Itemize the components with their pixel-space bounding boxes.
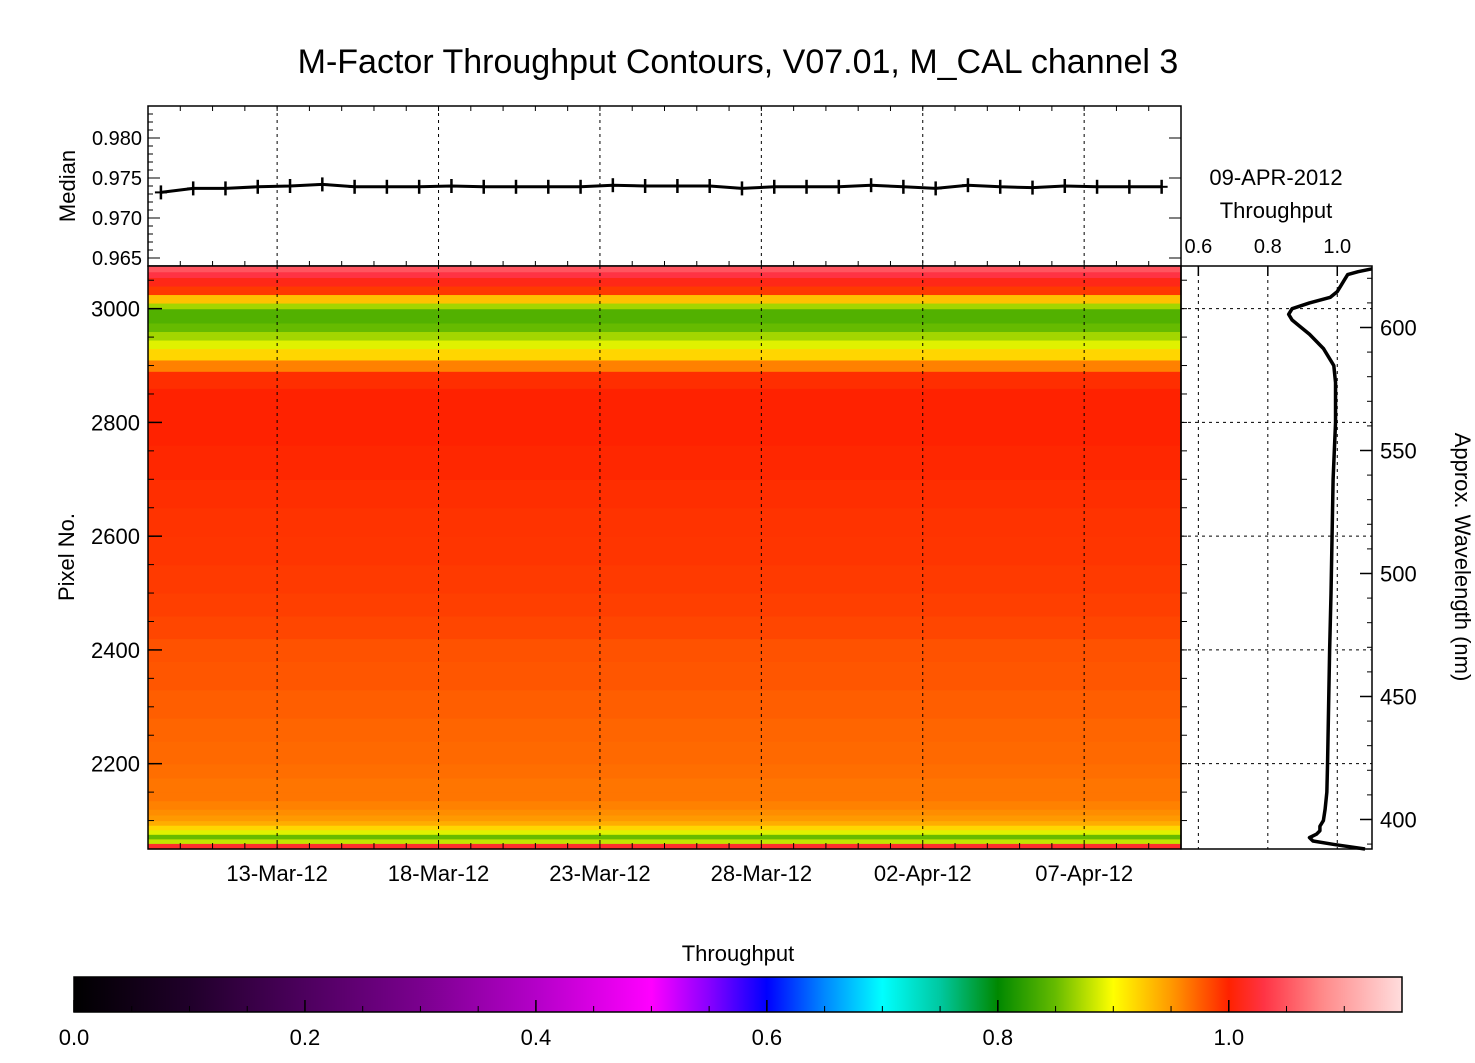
throughput-heatmap <box>148 266 1181 850</box>
pixel-y-tick-label: 2800 <box>91 410 140 435</box>
heatmap-band <box>148 308 1181 315</box>
heatmap-band <box>148 661 1181 691</box>
heatmap-band <box>148 271 1181 278</box>
heatmap-band <box>148 536 1181 566</box>
colorbar: Throughput 0.0 0.2 0.4 0.6 0.8 1.0 <box>59 941 1403 1050</box>
pixel-y-label: Pixel No. <box>54 513 79 601</box>
heatmap-band <box>148 411 1181 446</box>
profile-x-tick-label: 1.0 <box>1323 236 1351 258</box>
colorbar-tick-label: 0.8 <box>983 1025 1014 1050</box>
median-panel: 0.965 0.970 0.975 0.980 Median <box>55 105 1182 270</box>
median-y-label: Median <box>55 150 80 222</box>
heatmap-band <box>148 479 1181 509</box>
profile-panel: 0.6 0.8 1.0 400 450 500 550 600 09-APR-2012 Thr… <box>1180 165 1475 851</box>
date-tick-label: 18-Mar-12 <box>388 861 489 886</box>
colorbar-tick-label: 0.0 <box>59 1025 90 1050</box>
date-tick-label: 23-Mar-12 <box>549 861 650 886</box>
pixel-y-tick-label: 2200 <box>91 752 140 777</box>
median-y-tick-label: 0.975 <box>92 168 142 190</box>
heatmap-band <box>148 302 1181 310</box>
heatmap-band <box>148 564 1181 594</box>
pixel-y-tick-label: 2400 <box>91 638 140 663</box>
profile-x-label: Throughput <box>1220 198 1333 223</box>
colorbar-tick-label: 0.2 <box>290 1025 321 1050</box>
heatmap-band <box>148 615 1181 640</box>
wavelength-tick-label: 450 <box>1380 684 1417 709</box>
profile-x-tick-label: 0.6 <box>1184 236 1212 258</box>
heatmap-band <box>148 777 1181 793</box>
profile-ticks: 0.6 0.8 1.0 400 450 500 550 600 <box>1181 236 1417 850</box>
heatmap-band <box>148 820 1181 826</box>
median-series <box>154 177 1168 200</box>
date-tick-label: 07-Apr-12 <box>1035 861 1133 886</box>
heatmap-band <box>148 825 1181 831</box>
heatmap-band <box>148 740 1181 765</box>
heatmap-band <box>148 834 1181 840</box>
profile-series <box>1286 267 1373 851</box>
contour-panel: 2200 2400 2600 2800 3000 13-Mar-12 18-Mar-12 2… <box>54 265 1182 886</box>
heatmap-band <box>148 838 1181 844</box>
median-y-tick-label: 0.965 <box>92 248 142 270</box>
heatmap-band <box>148 294 1181 304</box>
heatmap-band <box>148 593 1181 617</box>
median-y-tick-label: 0.980 <box>92 128 142 150</box>
heatmap-band <box>148 339 1181 350</box>
profile-frame <box>1180 265 1373 850</box>
pixel-y-tick-label: 2600 <box>91 524 140 549</box>
pixel-y-tick-label: 3000 <box>91 297 140 322</box>
heatmap-band <box>148 763 1181 779</box>
median-y-ticks: 0.965 0.970 0.975 0.980 <box>92 105 1182 270</box>
contour-grid <box>276 266 1085 849</box>
profile-x-tick-label: 0.8 <box>1254 236 1282 258</box>
heatmap-band <box>148 638 1181 662</box>
heatmap-band <box>148 285 1181 296</box>
heatmap-band <box>148 829 1181 835</box>
date-tick-label: 02-Apr-12 <box>874 861 972 886</box>
date-tick-label: 28-Mar-12 <box>711 861 812 886</box>
pixel-y-ticks: 2200 2400 2600 2800 3000 <box>91 279 162 850</box>
heatmap-band <box>148 814 1181 822</box>
heatmap-band <box>148 809 1181 816</box>
heatmap-band <box>148 388 1181 412</box>
heatmap-band <box>148 689 1181 719</box>
colorbar-gradient <box>74 977 1402 1012</box>
heatmap-band <box>148 277 1181 287</box>
median-y-tick-label: 0.970 <box>92 208 142 230</box>
heatmap-band <box>148 359 1181 372</box>
heatmap-band <box>148 445 1181 480</box>
heatmap-band <box>148 718 1181 742</box>
heatmap-band <box>148 371 1181 389</box>
wavelength-tick-label: 550 <box>1380 438 1417 463</box>
colorbar-label: Throughput <box>682 941 795 966</box>
profile-line <box>1286 267 1373 851</box>
chart-title: M-Factor Throughput Contours, V07.01, M_… <box>298 43 1179 81</box>
colorbar-tick-label: 0.4 <box>521 1025 552 1050</box>
wavelength-tick-label: 500 <box>1380 561 1417 586</box>
heatmap-band <box>148 322 1181 333</box>
colorbar-tick-label: 0.6 <box>752 1025 783 1050</box>
heatmap-band <box>148 507 1181 537</box>
profile-date-title: 09-APR-2012 <box>1209 165 1342 190</box>
wavelength-tick-label: 400 <box>1380 807 1417 832</box>
date-tick-label: 13-Mar-12 <box>226 861 327 886</box>
colorbar-frame <box>73 976 1403 1013</box>
heatmap-band <box>148 331 1181 341</box>
wavelength-axis-label: Approx. Wavelength (nm) <box>1450 433 1475 682</box>
heatmap-band <box>148 348 1181 361</box>
date-x-ticks: 13-Mar-12 18-Mar-12 23-Mar-12 28-Mar-12 02-A… <box>147 843 1182 886</box>
median-line <box>160 182 1162 194</box>
heatmap-band <box>148 314 1181 324</box>
heatmap-band <box>148 266 1181 273</box>
heatmap-band <box>148 800 1181 810</box>
wavelength-tick-label: 600 <box>1380 315 1417 340</box>
colorbar-ticks: 0.0 0.2 0.4 0.6 0.8 1.0 <box>59 1000 1403 1050</box>
heatmap-band <box>148 792 1181 802</box>
profile-grid <box>1181 266 1372 849</box>
colorbar-tick-label: 1.0 <box>1213 1025 1244 1050</box>
